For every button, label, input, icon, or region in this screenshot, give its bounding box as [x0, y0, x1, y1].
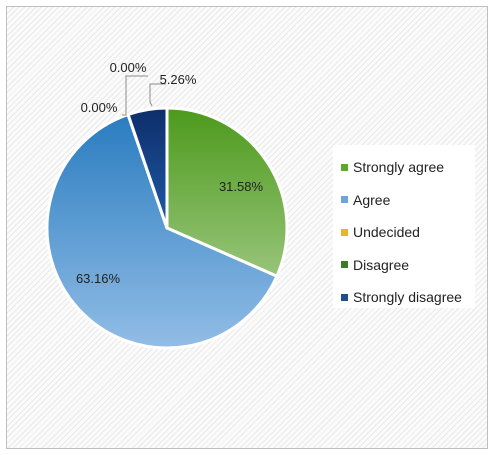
legend-swatch	[341, 196, 348, 204]
legend-label: Strongly agree	[353, 159, 445, 176]
legend: Strongly agree Agree Undecided Disagree …	[333, 145, 475, 308]
legend-swatch	[341, 163, 348, 171]
legend-swatch	[341, 293, 348, 301]
leader-line	[122, 113, 127, 116]
legend-item: Undecided	[341, 216, 475, 249]
data-label-agree: 63.16%	[76, 271, 121, 286]
legend-item: Agree	[341, 184, 475, 217]
leader-line	[149, 83, 166, 107]
legend-label: Disagree	[353, 256, 410, 273]
slice-strongly-agree	[165, 106, 289, 278]
legend-label: Strongly disagree	[353, 289, 462, 306]
data-label-strongly-disagree: 5.26%	[160, 72, 197, 87]
data-label-strongly-agree: 31.58%	[219, 179, 264, 194]
data-label-disagree: 0.00%	[110, 60, 147, 75]
legend-item: Strongly agree	[341, 151, 475, 184]
legend-item: Disagree	[341, 249, 475, 282]
legend-swatch	[341, 261, 348, 269]
legend-label: Undecided	[353, 224, 420, 241]
slice-strongly-disagree	[126, 106, 169, 230]
slice-agree	[45, 112, 279, 350]
data-label-undecided: 0.00%	[81, 100, 118, 115]
legend-item: Strongly disagree	[341, 281, 475, 314]
legend-swatch	[341, 228, 348, 236]
legend-label: Agree	[353, 191, 391, 208]
leader-line	[125, 75, 148, 113]
